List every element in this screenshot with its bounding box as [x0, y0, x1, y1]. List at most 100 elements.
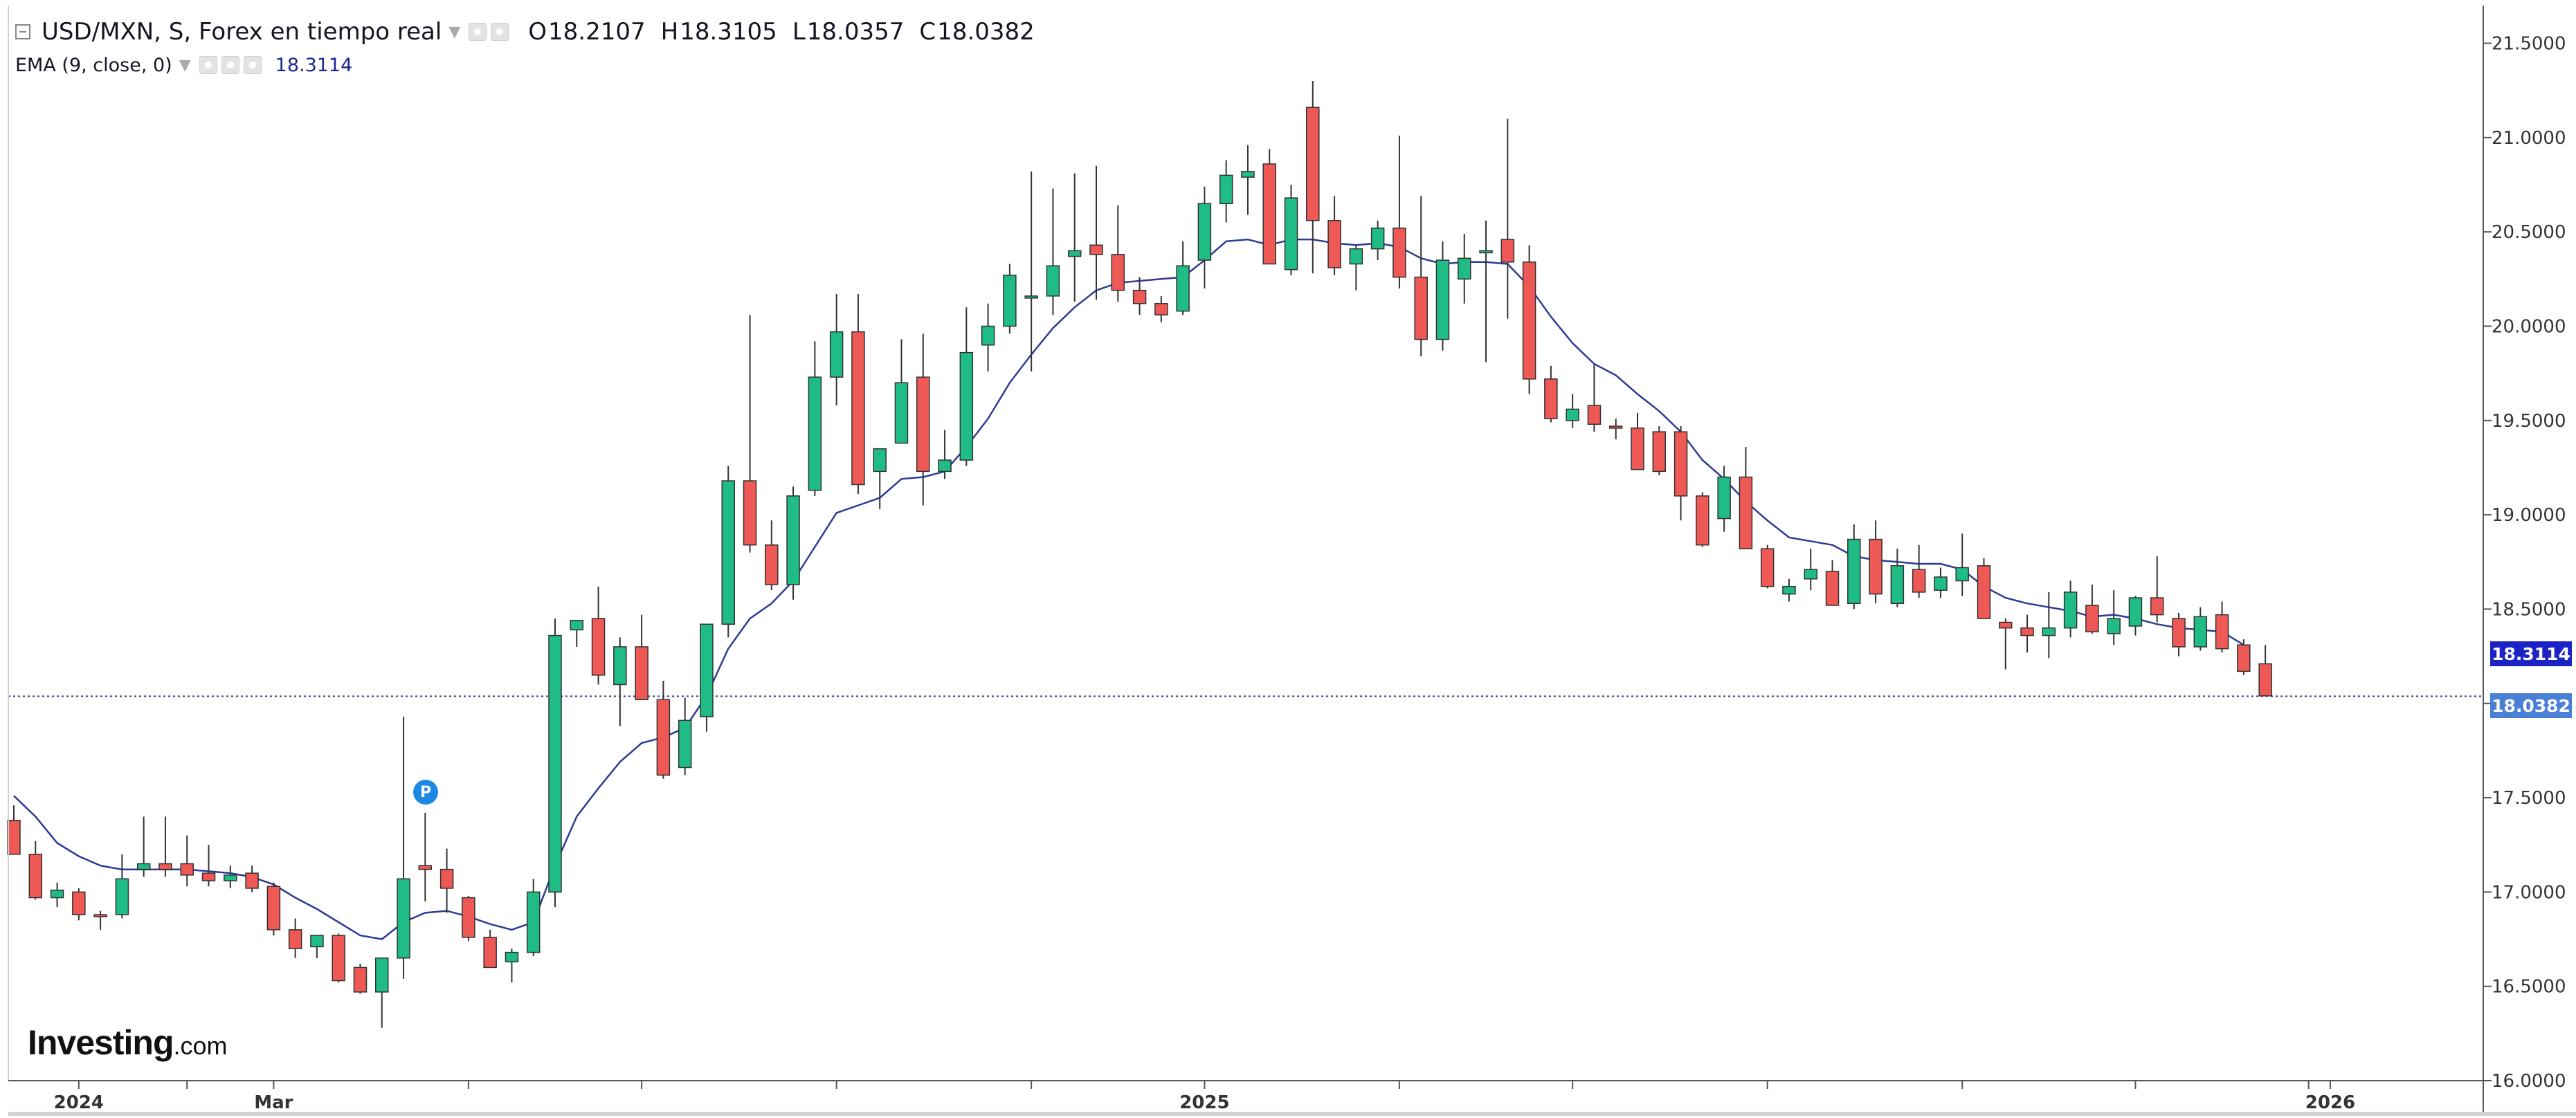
candle [548, 618, 562, 908]
candle-body [1587, 405, 1602, 425]
candle [1934, 567, 1948, 598]
candle [808, 341, 822, 496]
candle [245, 865, 259, 892]
y-tick-label: 21.5000 [2492, 34, 2566, 55]
close-icon[interactable] [243, 56, 262, 74]
candle-body [916, 376, 930, 473]
candle [1241, 145, 1255, 215]
candle [1804, 549, 1817, 591]
candle [635, 614, 648, 701]
candle [505, 949, 519, 983]
y-tick-label: 19.0000 [2492, 505, 2566, 526]
candle [1608, 419, 1623, 440]
candle [1479, 220, 1493, 363]
candle [1652, 425, 1667, 475]
candle-body [1067, 250, 1082, 257]
candle-body [1003, 275, 1017, 327]
y-tick-label: 16.0000 [2492, 1071, 2566, 1092]
candle-body [2237, 644, 2251, 672]
candle [439, 848, 454, 913]
candle-body [2150, 597, 2164, 616]
event-marker-icon[interactable]: P [413, 780, 438, 805]
y-tick-label: 19.5000 [2492, 411, 2566, 432]
candle-body [1847, 538, 1861, 604]
candle [2150, 556, 2164, 623]
candle-body [28, 854, 43, 899]
candle [916, 333, 930, 506]
candle [266, 882, 281, 936]
candle-body [245, 872, 259, 889]
candle [1782, 578, 1796, 602]
candle-body [439, 868, 454, 889]
candle [1999, 618, 2013, 670]
candle [418, 812, 433, 901]
candle [1067, 173, 1082, 302]
candle [700, 623, 714, 732]
candle-body [743, 480, 757, 546]
candle [743, 315, 757, 553]
symbol-title: USD/MXN, S, Forex en tiempo real [42, 18, 442, 46]
candle [50, 882, 64, 908]
y-tick-label: 21.0000 [2492, 128, 2566, 149]
collapse-legend-icon[interactable] [15, 24, 30, 39]
candle-body [288, 929, 302, 949]
settings-icon[interactable] [491, 23, 509, 41]
candle [2042, 592, 2056, 659]
settings-icon[interactable] [221, 56, 239, 74]
candle-body [786, 495, 800, 585]
candle [2107, 590, 2121, 645]
candle [1306, 81, 1320, 274]
candle [1631, 412, 1644, 470]
candle [115, 854, 129, 919]
candle-body [1890, 565, 1905, 604]
candle [1890, 549, 1905, 607]
candle [1197, 186, 1212, 288]
candle [1219, 160, 1233, 223]
candle-body [1934, 576, 1948, 591]
y-tick-label: 17.5000 [2492, 788, 2566, 809]
candle [526, 879, 541, 957]
candle [1847, 524, 1861, 610]
candle-body [1760, 548, 1775, 587]
eye-icon[interactable] [469, 23, 487, 41]
candle [1500, 118, 1515, 319]
candle-body [1197, 203, 1212, 261]
candle-body [332, 935, 345, 982]
candle [201, 845, 216, 887]
eye-icon[interactable] [199, 56, 217, 74]
candle [93, 910, 107, 930]
candle [1435, 241, 1450, 351]
chevron-down-icon[interactable]: ▼ [448, 23, 461, 41]
candle-body [180, 863, 194, 876]
x-tick-label: 2026 [2305, 1092, 2355, 1113]
candle [462, 895, 475, 942]
candle [28, 841, 43, 900]
x-tick-label: Mar [254, 1092, 293, 1113]
candle-body [224, 874, 237, 881]
candle-body [2172, 618, 2186, 648]
y-tick-label: 20.5000 [2492, 222, 2566, 243]
open-label: O [528, 18, 547, 46]
candle-body [418, 865, 433, 870]
candle [1327, 196, 1341, 275]
close-label: C [919, 18, 936, 46]
candle-body [136, 863, 151, 870]
candle-body [1089, 244, 1103, 255]
candle [2128, 596, 2143, 636]
candle [1869, 520, 1883, 604]
candle-body [115, 878, 129, 915]
candle [1674, 425, 1688, 521]
candle-body [851, 331, 865, 486]
candle-body [1955, 567, 1969, 582]
y-tick-label: 18.5000 [2492, 599, 2566, 620]
candle-body [765, 544, 779, 585]
high-label: H [660, 18, 679, 46]
candle [786, 486, 800, 600]
candle-body [1349, 248, 1363, 265]
y-tick-label: 17.0000 [2492, 882, 2566, 903]
candle-body [656, 699, 671, 776]
chevron-down-icon[interactable]: ▼ [179, 56, 191, 74]
candle [1003, 264, 1017, 334]
